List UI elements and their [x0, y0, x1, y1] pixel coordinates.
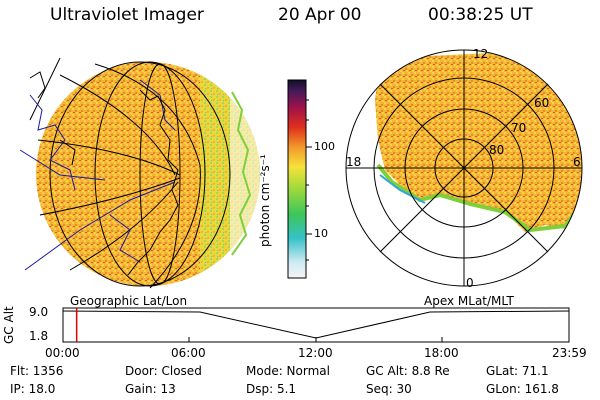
globe-terminator — [231, 91, 252, 256]
mlt-label-0: 0 — [466, 276, 474, 290]
timeline-xtick-1800: 18:00 — [424, 346, 459, 360]
polar-grid — [345, 49, 583, 287]
geo-grid — [29, 57, 231, 289]
colorbar-tick-10: 10 — [314, 227, 328, 240]
mode-status: Mode: Normal — [246, 364, 330, 378]
ip-value: IP: 18.0 — [10, 382, 56, 396]
altitude-curve — [62, 310, 570, 339]
door-status: Door: Closed — [125, 364, 202, 378]
timeline-xtick-2359: 23:59 — [552, 346, 587, 360]
timeline-right-title: Apex MLat/MLT — [424, 294, 514, 308]
colorbar-ticks — [306, 99, 312, 261]
mlt-label-6: 6 — [573, 155, 581, 169]
colorbar — [287, 79, 307, 279]
date-label: 20 Apr 00 — [278, 5, 362, 25]
timeline-xtick-1200: 12:00 — [298, 346, 333, 360]
colorbar-tick-100: 100 — [314, 140, 335, 153]
glat-value: GLat: 71.1 — [486, 364, 549, 378]
seq-value: Seq: 30 — [366, 382, 412, 396]
info-column-flight: Flt: 1356 IP: 18.0 — [10, 362, 63, 398]
info-column-door: Door: Closed Gain: 13 — [125, 362, 202, 398]
gc-alt-value: GC Alt: 8.8 Re — [366, 364, 450, 378]
timeline-left-title: Geographic Lat/Lon — [70, 294, 188, 308]
timeline-ticks — [62, 337, 570, 342]
lat-label-80: 80 — [489, 143, 505, 157]
timeline-axis-label: GC Alt — [2, 306, 16, 344]
info-column-mode: Mode: Normal Dsp: 5.1 — [246, 362, 330, 398]
timeline-xtick-0000: 00:00 — [45, 346, 80, 360]
coastline-detail — [29, 71, 179, 276]
mlt-label-12: 12 — [473, 47, 489, 61]
app-title: Ultraviolet Imager — [50, 5, 204, 25]
timeline-xtick-0600: 06:00 — [171, 346, 206, 360]
info-column-geo: GLat: 71.1 GLon: 161.8 — [486, 362, 559, 398]
glon-value: GLon: 161.8 — [486, 382, 559, 396]
timeline-ytick-9: 9.0 — [29, 305, 49, 319]
timeline-ytick-1: 1.8 — [29, 329, 49, 343]
time-label: 00:38:25 UT — [428, 5, 533, 25]
lat-label-70: 70 — [511, 121, 527, 135]
coastline-map — [19, 79, 176, 271]
flight-number: Flt: 1356 — [10, 364, 64, 378]
mlt-label-18: 18 — [346, 155, 362, 169]
gain-value: Gain: 13 — [125, 382, 176, 396]
colorbar-unit-label: photon cm⁻²s⁻¹ — [258, 154, 272, 247]
lat-label-60: 60 — [534, 96, 550, 110]
info-column-alt: GC Alt: 8.8 Re Seq: 30 — [366, 362, 450, 398]
dsp-value: Dsp: 5.1 — [246, 382, 297, 396]
timeline-frame — [62, 307, 570, 343]
